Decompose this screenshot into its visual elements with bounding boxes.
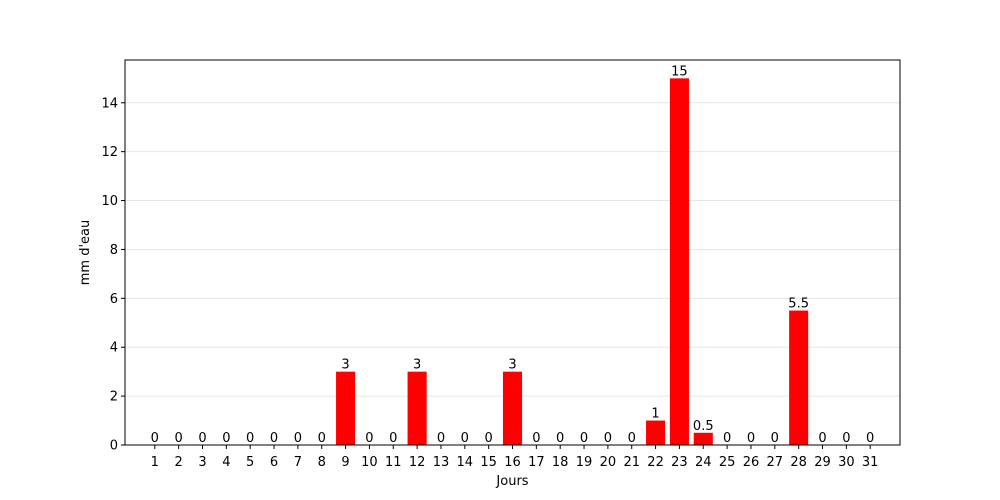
bar <box>669 78 689 445</box>
x-axis-label: Jours <box>495 474 528 489</box>
value-label: 0 <box>318 431 326 446</box>
value-label: 0 <box>628 431 636 446</box>
bars <box>336 78 809 445</box>
x-tick-label: 22 <box>647 455 664 470</box>
value-label: 0 <box>532 431 540 446</box>
value-label: 0 <box>294 431 302 446</box>
value-label: 3 <box>508 358 516 373</box>
value-label: 0 <box>461 431 469 446</box>
value-label: 0 <box>198 431 206 446</box>
x-tick-label: 13 <box>433 455 450 470</box>
value-label: 0 <box>270 431 278 446</box>
y-tick-label: 0 <box>110 439 118 454</box>
x-tick-label: 2 <box>175 455 183 470</box>
value-label: 0.5 <box>693 419 714 434</box>
y-tick-label: 4 <box>110 341 118 356</box>
x-tick-label: 8 <box>318 455 326 470</box>
bar <box>789 310 809 445</box>
x-tick-label: 27 <box>767 455 784 470</box>
value-label: 0 <box>818 431 826 446</box>
y-axis: 0 2 4 6 8 10 12 14 <box>101 96 125 454</box>
bar <box>336 371 356 445</box>
x-tick-label: 23 <box>671 455 688 470</box>
value-label: 0 <box>556 431 564 446</box>
x-axis: 1 2 3 4 5 6 7 8 9 10 11 12 13 14 15 16 17 18 19 20 21 22 23 24 2… <box>151 445 879 470</box>
x-tick-label: 14 <box>457 455 474 470</box>
x-tick-label: 29 <box>814 455 831 470</box>
x-tick-label: 9 <box>341 455 349 470</box>
value-label: 0 <box>485 431 493 446</box>
value-label: 0 <box>389 431 397 446</box>
value-label: 1 <box>651 407 659 422</box>
bar <box>407 371 427 445</box>
x-tick-label: 3 <box>198 455 206 470</box>
y-axis-label: mm d'eau <box>78 220 93 286</box>
x-tick-label: 18 <box>552 455 569 470</box>
x-tick-label: 21 <box>623 455 640 470</box>
x-tick-label: 19 <box>576 455 593 470</box>
x-tick-label: 7 <box>294 455 302 470</box>
bar <box>693 432 713 445</box>
value-label: 0 <box>866 431 874 446</box>
value-label: 0 <box>365 431 373 446</box>
value-label: 3 <box>413 358 421 373</box>
value-label: 0 <box>246 431 254 446</box>
grid-lines <box>125 102 900 397</box>
y-tick-label: 14 <box>101 96 118 111</box>
bar <box>646 420 666 445</box>
y-tick-label: 12 <box>101 145 118 160</box>
y-tick-label: 10 <box>101 194 118 209</box>
x-tick-label: 20 <box>600 455 617 470</box>
x-tick-label: 4 <box>222 455 230 470</box>
x-tick-label: 15 <box>480 455 497 470</box>
x-tick-label: 1 <box>151 455 159 470</box>
value-label: 0 <box>723 431 731 446</box>
value-label: 0 <box>437 431 445 446</box>
x-tick-label: 5 <box>246 455 254 470</box>
value-label: 0 <box>771 431 779 446</box>
x-tick-label: 26 <box>743 455 760 470</box>
value-label: 3 <box>341 358 349 373</box>
x-tick-label: 16 <box>504 455 521 470</box>
x-tick-label: 25 <box>719 455 736 470</box>
y-tick-label: 6 <box>110 292 118 307</box>
x-tick-label: 12 <box>409 455 426 470</box>
value-label: 0 <box>151 431 159 446</box>
x-tick-label: 31 <box>862 455 879 470</box>
x-tick-label: 17 <box>528 455 545 470</box>
value-label: 0 <box>222 431 230 446</box>
value-label: 0 <box>175 431 183 446</box>
x-tick-label: 24 <box>695 455 712 470</box>
x-tick-label: 11 <box>385 455 402 470</box>
value-label: 0 <box>580 431 588 446</box>
x-tick-label: 28 <box>790 455 807 470</box>
value-label: 15 <box>671 64 688 79</box>
x-tick-label: 30 <box>838 455 855 470</box>
value-label: 0 <box>604 431 612 446</box>
value-label: 5.5 <box>788 297 809 312</box>
x-tick-label: 10 <box>361 455 378 470</box>
value-label: 0 <box>842 431 850 446</box>
value-label: 0 <box>747 431 755 446</box>
bar <box>502 371 523 445</box>
y-tick-label: 2 <box>110 390 118 405</box>
y-tick-label: 8 <box>110 243 118 258</box>
x-tick-label: 6 <box>270 455 278 470</box>
